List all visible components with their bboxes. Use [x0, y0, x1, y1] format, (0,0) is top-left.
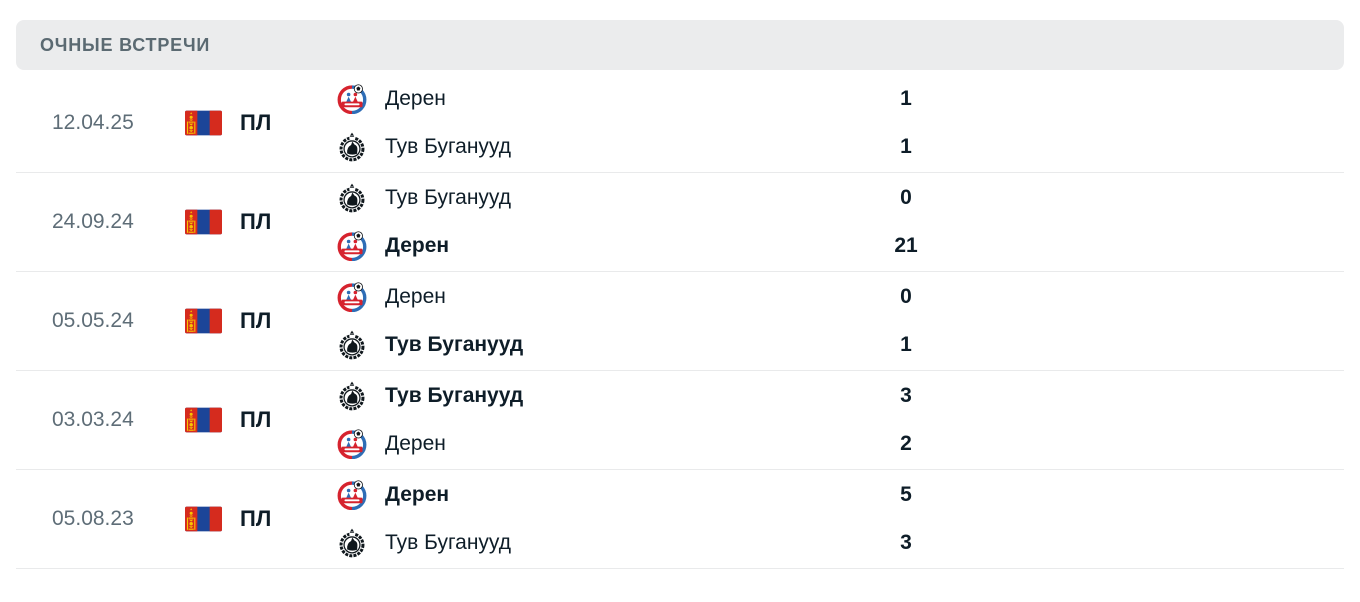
match-row[interactable]: 03.03.24 ПЛ — [16, 371, 1344, 470]
deren-logo-icon — [337, 282, 367, 312]
match-row[interactable]: 05.08.23 ПЛ — [16, 470, 1344, 569]
league-badge: ПЛ — [240, 209, 272, 234]
mongolia-flag-icon — [185, 407, 222, 433]
home-team-line: Дерен 0 — [337, 273, 1344, 321]
away-team-line: Дерен 21 — [337, 222, 1344, 270]
league-badge: ПЛ — [240, 308, 272, 333]
team-score: 0 — [900, 285, 912, 308]
away-team-line: Тув Буганууд 1 — [337, 321, 1344, 369]
team-score: 3 — [900, 384, 912, 407]
deren-logo-icon — [337, 84, 367, 114]
match-row[interactable]: 05.05.24 ПЛ — [16, 272, 1344, 371]
team-score: 3 — [900, 531, 912, 554]
team-score: 0 — [900, 186, 912, 209]
team-name: Дерен — [385, 285, 446, 308]
tuv-buganuud-logo-icon — [337, 132, 367, 162]
tuv-buganuud-logo-icon — [337, 330, 367, 360]
match-date: 05.08.23 — [52, 507, 134, 530]
team-name: Тув Буганууд — [385, 384, 524, 407]
league-badge: ПЛ — [240, 506, 272, 531]
team-name: Дерен — [385, 234, 450, 257]
deren-logo-icon — [337, 429, 367, 459]
away-team-line: Тув Буганууд 3 — [337, 519, 1344, 567]
tuv-buganuud-logo-icon — [337, 381, 367, 411]
match-date: 03.03.24 — [52, 408, 134, 431]
team-score: 1 — [900, 333, 912, 356]
section-header: ОЧНЫЕ ВСТРЕЧИ — [16, 20, 1344, 70]
deren-logo-icon — [337, 480, 367, 510]
matches-list: 12.04.25 ПЛ — [16, 74, 1344, 569]
team-name: Тув Буганууд — [385, 531, 511, 554]
team-score: 21 — [894, 234, 918, 257]
team-score: 1 — [900, 135, 912, 158]
match-row[interactable]: 12.04.25 ПЛ — [16, 74, 1344, 173]
mongolia-flag-icon — [185, 308, 222, 334]
home-team-line: Тув Буганууд 0 — [337, 174, 1344, 222]
section-title: ОЧНЫЕ ВСТРЕЧИ — [40, 34, 211, 55]
team-score: 1 — [900, 87, 912, 110]
mongolia-flag-icon — [185, 209, 222, 235]
mongolia-flag-icon — [185, 506, 222, 532]
tuv-buganuud-logo-icon — [337, 183, 367, 213]
away-team-line: Дерен 2 — [337, 420, 1344, 468]
league-badge: ПЛ — [240, 110, 272, 135]
deren-logo-icon — [337, 231, 367, 261]
league-badge: ПЛ — [240, 407, 272, 432]
mongolia-flag-icon — [185, 110, 222, 136]
match-date: 05.05.24 — [52, 309, 134, 332]
team-name: Тув Буганууд — [385, 186, 511, 209]
match-row[interactable]: 24.09.24 ПЛ — [16, 173, 1344, 272]
match-date: 12.04.25 — [52, 111, 134, 134]
teams-block: Дерен 1 — [337, 74, 1344, 172]
team-name: Дерен — [385, 432, 446, 455]
match-date: 24.09.24 — [52, 210, 134, 233]
away-team-line: Тув Буганууд 1 — [337, 123, 1344, 171]
teams-block: Тув Буганууд 0 — [337, 173, 1344, 271]
team-name: Тув Буганууд — [385, 333, 524, 356]
team-name: Дерен — [385, 483, 450, 506]
team-name: Дерен — [385, 87, 446, 110]
head-to-head-widget: ОЧНЫЕ ВСТРЕЧИ 12.04.25 — [0, 20, 1360, 569]
teams-block: Дерен 0 — [337, 272, 1344, 370]
teams-block: Тув Буганууд 3 — [337, 371, 1344, 469]
team-score: 2 — [900, 432, 912, 455]
home-team-line: Тув Буганууд 3 — [337, 372, 1344, 420]
team-score: 5 — [900, 483, 912, 506]
home-team-line: Дерен 1 — [337, 75, 1344, 123]
teams-block: Дерен 5 — [337, 470, 1344, 568]
team-name: Тув Буганууд — [385, 135, 511, 158]
tuv-buganuud-logo-icon — [337, 528, 367, 558]
home-team-line: Дерен 5 — [337, 471, 1344, 519]
